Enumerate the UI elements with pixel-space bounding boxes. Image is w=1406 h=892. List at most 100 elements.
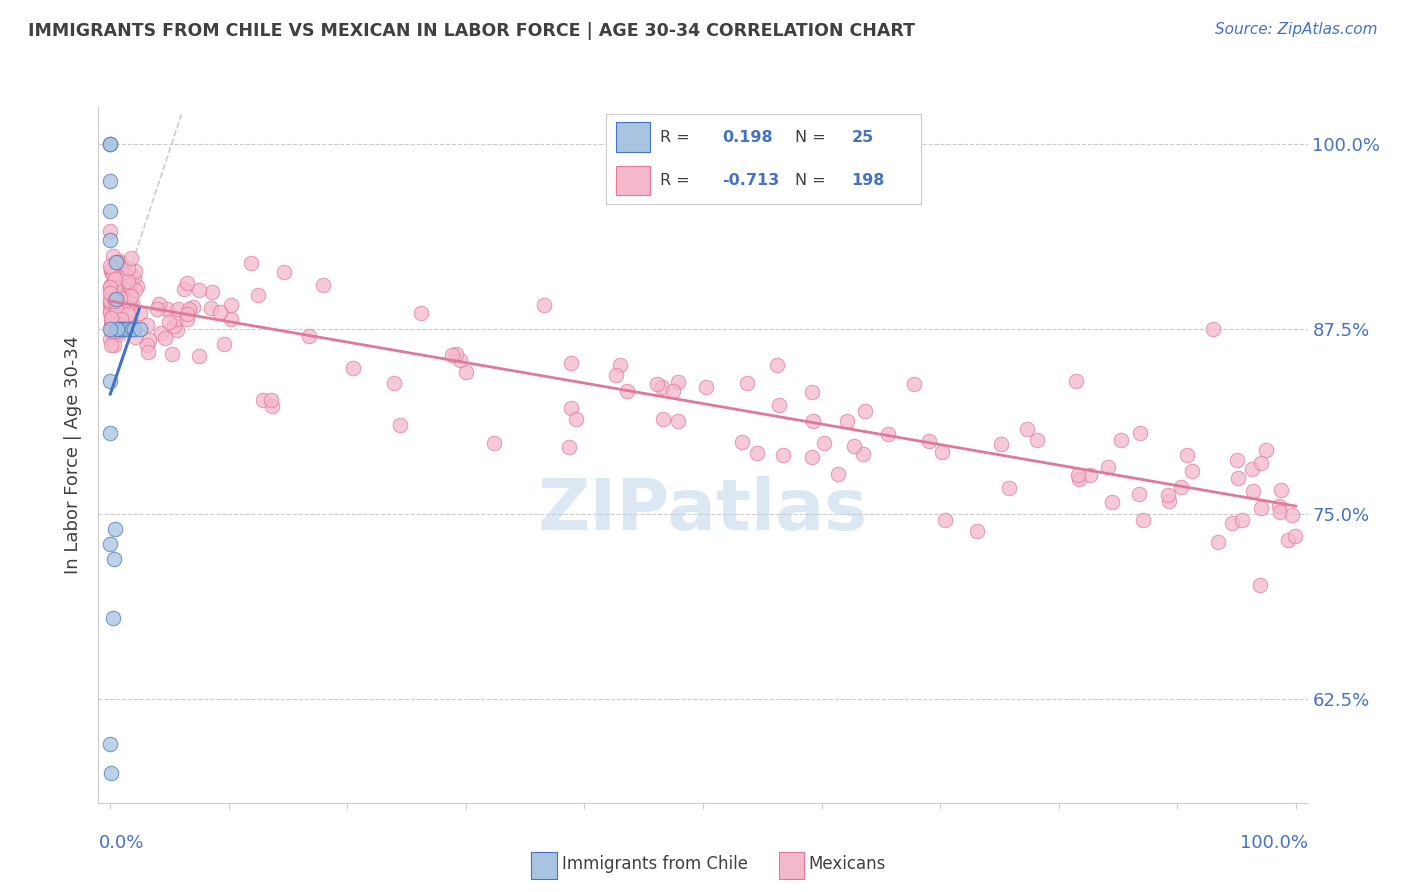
Point [118,295,141,310]
Point [98,224,121,238]
Point [104,293,127,308]
Point [98,374,121,388]
Point [835,413,858,427]
Point [101,268,124,282]
Text: 100.0%: 100.0% [1240,834,1308,852]
Point [160,347,183,361]
Point [104,271,127,285]
Point [100,262,122,277]
Point [560,401,582,415]
Point [104,324,127,338]
Point [100,309,122,323]
Point [100,324,122,338]
Point [121,295,143,310]
Point [104,281,127,295]
Point [844,440,866,454]
Point [735,376,758,390]
Point [103,310,125,325]
Point [1109,433,1132,447]
Y-axis label: In Labor Force | Age 30-34: In Labor Force | Age 30-34 [65,335,83,574]
Point [801,384,824,399]
Point [1067,468,1090,483]
Point [108,254,131,268]
Point [100,310,122,325]
Point [105,255,128,269]
Point [259,392,281,407]
Point [1064,374,1087,388]
Point [103,307,125,321]
Point [98,737,121,751]
Point [121,322,143,336]
Point [136,337,159,351]
Point [533,298,555,312]
Point [214,337,236,351]
Point [129,322,152,336]
Point [149,326,172,341]
Point [100,305,122,319]
Point [166,301,188,316]
Point [110,312,132,326]
Point [813,435,835,450]
Point [1254,443,1277,458]
Point [768,398,790,412]
Point [668,375,690,389]
Point [111,322,134,336]
Point [107,276,129,290]
Text: -0.713: -0.713 [723,173,780,188]
Point [388,418,411,433]
Point [444,347,467,361]
Point [877,426,900,441]
Point [108,257,131,271]
Point [260,400,283,414]
Point [98,174,121,188]
Point [98,425,121,440]
Point [482,436,505,450]
Point [153,331,176,345]
Point [98,279,121,293]
Point [98,233,121,247]
Point [117,260,139,275]
Point [98,298,121,312]
Point [966,524,988,539]
Point [121,272,143,286]
Point [801,414,824,428]
Point [1175,448,1198,462]
Point [110,306,132,320]
Point [111,260,134,274]
Point [1277,533,1299,547]
Point [558,441,581,455]
Point [1025,434,1047,448]
Point [146,301,169,316]
Text: N =: N = [794,129,825,145]
Point [454,365,477,379]
Point [1170,480,1192,494]
Point [98,332,121,346]
Point [124,283,146,297]
Point [117,322,139,336]
Point [177,301,200,316]
Point [118,277,141,292]
Point [108,317,131,331]
Point [120,318,142,332]
Bar [616,122,651,152]
Point [1069,472,1091,486]
Point [449,352,471,367]
Point [105,303,128,318]
Point [934,513,956,527]
Point [609,359,631,373]
Point [124,329,146,343]
Point [103,338,125,352]
Text: N =: N = [794,173,825,188]
Point [246,288,269,302]
Point [176,307,198,321]
Point [111,299,134,313]
Point [1226,452,1249,467]
Point [100,286,122,301]
Point [165,312,187,326]
Point [100,284,122,298]
Text: 198: 198 [852,173,884,188]
Point [1159,494,1181,508]
Point [100,285,122,299]
Point [100,766,122,780]
Text: Mexicans: Mexicans [808,855,886,873]
